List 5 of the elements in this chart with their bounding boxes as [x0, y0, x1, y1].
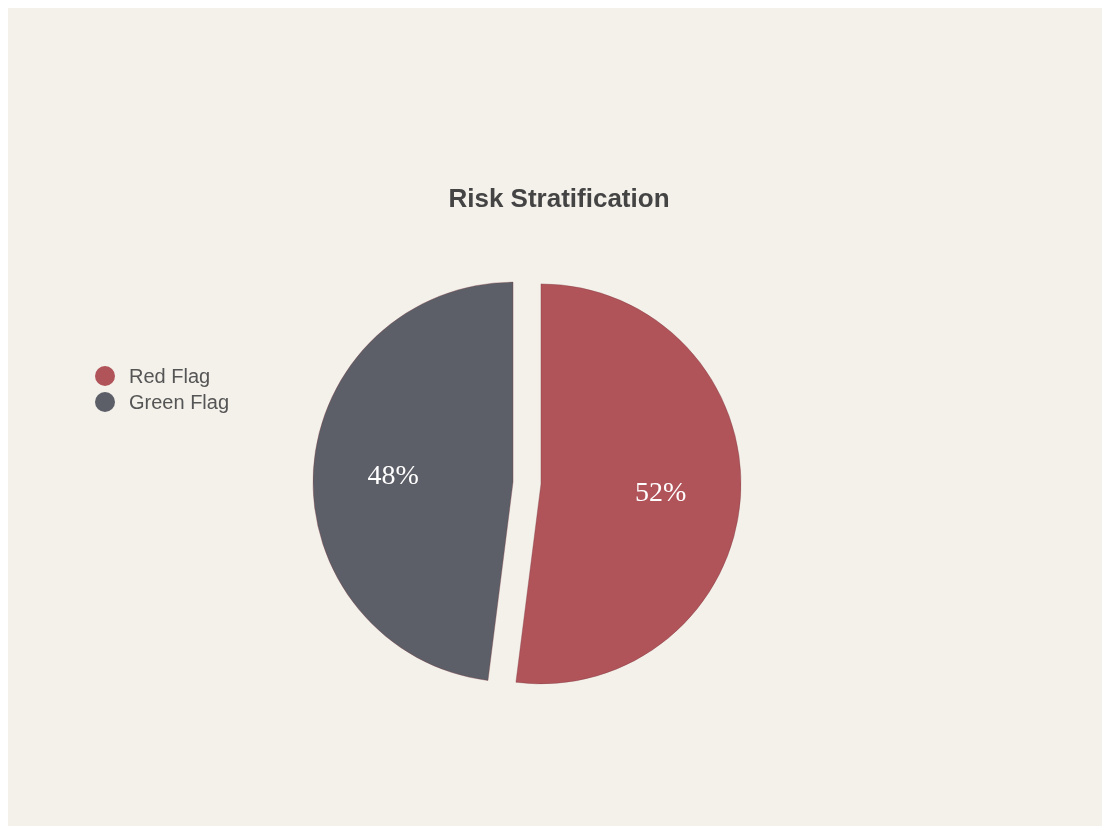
chart-title: Risk Stratification — [448, 183, 670, 213]
data-label: 48% — [367, 459, 419, 491]
data-label: 52% — [635, 475, 687, 507]
legend-label: Red Flag — [129, 365, 211, 387]
legend-label: Green Flag — [129, 391, 230, 413]
